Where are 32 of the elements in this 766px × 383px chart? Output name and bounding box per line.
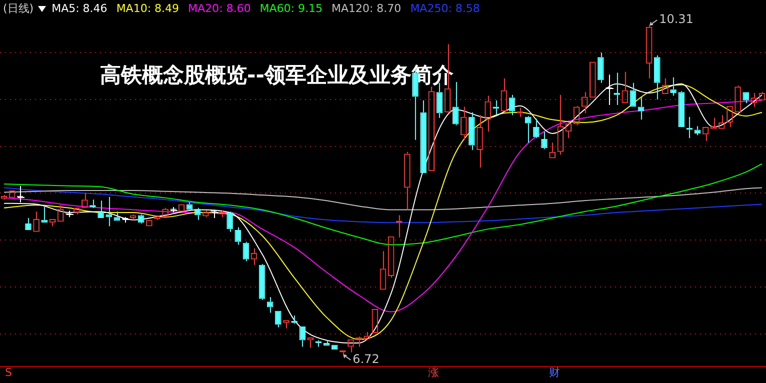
candlestick	[266, 296, 274, 314]
candlestick	[468, 112, 475, 151]
candlestick	[420, 100, 426, 173]
text: MA10: 8.49	[116, 2, 180, 15]
text: 涨	[428, 366, 439, 380]
candlestick	[242, 241, 250, 262]
text: MA120: 8.70	[331, 2, 402, 15]
candlestick	[323, 340, 330, 346]
candlestick	[598, 52, 604, 84]
text: MA250: 8.58	[410, 2, 480, 15]
text: MA20: 8.60	[188, 2, 251, 15]
candlestick	[299, 326, 306, 348]
candlestick	[114, 211, 120, 221]
candlestick	[508, 94, 516, 116]
candlestick	[670, 76, 676, 96]
legend-label: MA5: 8.46	[52, 2, 108, 15]
candlestick	[234, 226, 242, 246]
candlestick	[275, 310, 282, 328]
candlestick	[226, 211, 233, 232]
candlestick	[524, 116, 532, 144]
candlestick	[654, 54, 660, 100]
candlestick	[258, 263, 266, 300]
text: MA60: 9.15	[260, 2, 322, 15]
candlestick	[194, 207, 201, 220]
text: 财	[549, 366, 560, 380]
candlestick	[678, 90, 684, 128]
chart-subtitle: (日线)	[3, 1, 34, 16]
text: S	[5, 366, 12, 380]
annotation: 6.72	[352, 352, 380, 366]
candlestick	[630, 82, 636, 107]
annotation: 10.31	[659, 12, 694, 26]
candlestick	[452, 81, 459, 126]
